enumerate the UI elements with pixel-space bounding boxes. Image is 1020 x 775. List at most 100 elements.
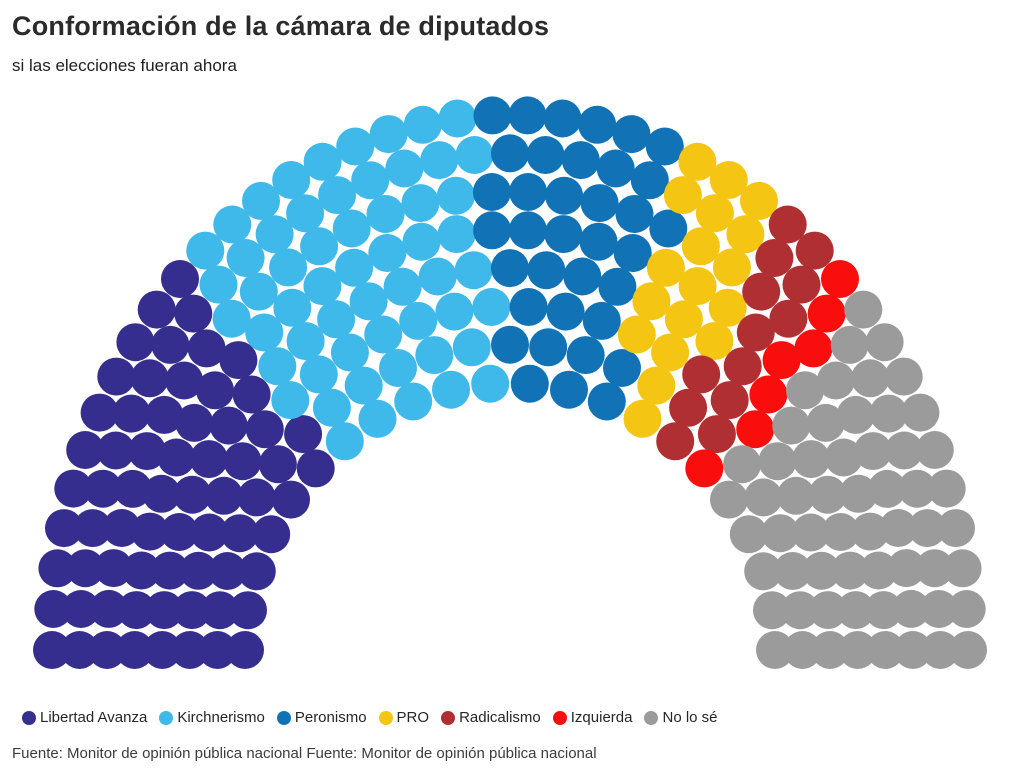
- seat: [452, 328, 491, 367]
- seat: [740, 181, 778, 220]
- seat: [420, 141, 459, 180]
- seat: [682, 355, 721, 394]
- seat: [681, 227, 720, 266]
- seat: [865, 323, 904, 362]
- seat: [527, 251, 566, 290]
- seat: [869, 394, 908, 433]
- seat: [937, 509, 975, 548]
- seat: [598, 267, 637, 306]
- seat: [102, 509, 141, 547]
- seat: [255, 215, 294, 254]
- seat: [403, 105, 442, 144]
- seat: [219, 341, 258, 380]
- seat: [802, 551, 841, 590]
- seat: [226, 631, 264, 669]
- seat: [838, 631, 877, 669]
- legend-swatch: [378, 710, 393, 725]
- seat: [204, 476, 243, 515]
- seat: [284, 415, 323, 454]
- seat: [603, 349, 641, 387]
- seat: [402, 222, 441, 261]
- seat: [226, 239, 265, 277]
- seat: [383, 267, 422, 306]
- seat: [438, 99, 477, 138]
- seat: [317, 300, 356, 339]
- seat: [213, 205, 252, 244]
- seat: [130, 512, 169, 551]
- seat: [744, 478, 783, 517]
- seat: [742, 272, 781, 311]
- seat: [38, 549, 77, 588]
- seat: [697, 415, 736, 454]
- seat: [175, 403, 214, 442]
- seat: [587, 382, 626, 421]
- seat: [816, 361, 855, 400]
- seat: [782, 265, 821, 304]
- legend-label: No lo sé: [662, 709, 718, 726]
- seat: [811, 631, 850, 669]
- seat: [831, 551, 870, 590]
- seat: [128, 432, 166, 471]
- seat: [868, 469, 907, 508]
- seat: [418, 257, 457, 296]
- seat: [887, 549, 926, 588]
- seat: [758, 442, 797, 481]
- seat: [187, 329, 226, 368]
- seat: [836, 591, 875, 630]
- seat: [884, 357, 923, 396]
- legend-label: PRO: [396, 709, 430, 726]
- seat: [756, 631, 794, 669]
- seat: [824, 438, 863, 477]
- seat: [80, 393, 119, 432]
- seat: [664, 300, 703, 339]
- seat: [582, 301, 621, 340]
- seat: [708, 288, 747, 327]
- seat: [286, 322, 325, 361]
- seat: [242, 181, 280, 220]
- seat: [252, 515, 291, 554]
- seat: [678, 142, 717, 181]
- seat: [223, 442, 262, 481]
- seat: [369, 115, 408, 154]
- seat: [145, 395, 184, 434]
- seat: [510, 364, 549, 403]
- seat: [646, 248, 685, 287]
- seat: [821, 513, 860, 551]
- seat: [709, 161, 748, 199]
- seat: [781, 591, 820, 630]
- seat: [245, 410, 284, 449]
- seat: [617, 315, 656, 354]
- seat: [864, 591, 903, 630]
- seat: [394, 382, 433, 421]
- seat: [379, 349, 417, 387]
- seat: [173, 591, 211, 630]
- seat: [88, 631, 127, 669]
- seat: [415, 336, 454, 375]
- seat: [351, 161, 390, 200]
- seat: [364, 315, 403, 354]
- legend-item-kirchnerismo: Kirchnerismo: [159, 709, 265, 726]
- seat: [473, 96, 512, 135]
- seat: [66, 549, 105, 588]
- seat: [726, 215, 765, 254]
- seat: [318, 176, 357, 215]
- seat: [94, 549, 133, 588]
- seat: [368, 234, 407, 272]
- seat: [839, 474, 878, 513]
- seat: [669, 388, 708, 427]
- seat: [165, 361, 204, 400]
- seat: [836, 395, 875, 434]
- seat: [157, 438, 196, 477]
- seat: [199, 265, 238, 304]
- seat: [844, 290, 883, 329]
- legend-item-no-lo-se: No lo sé: [644, 709, 718, 726]
- seat: [269, 248, 308, 287]
- seat: [921, 631, 960, 669]
- seat: [336, 127, 375, 166]
- seat: [854, 432, 892, 471]
- seat: [821, 260, 859, 298]
- seat: [258, 347, 297, 386]
- seat: [273, 288, 312, 327]
